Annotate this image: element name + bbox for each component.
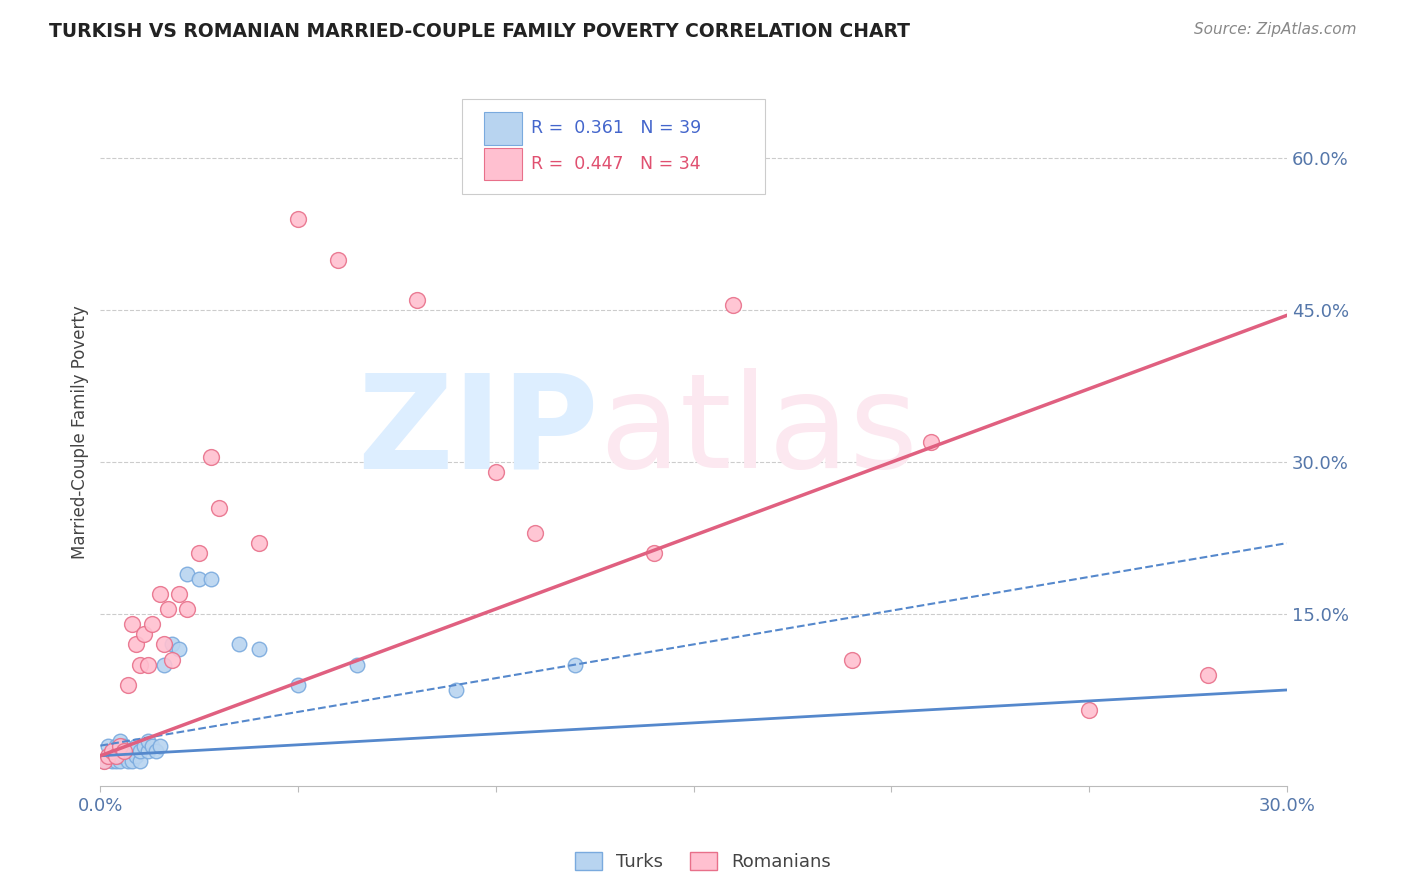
Point	[287, 212, 309, 227]
Text: ZIP: ZIP	[357, 368, 599, 495]
Point	[108, 733, 131, 747]
Point	[97, 739, 120, 753]
Point	[97, 748, 120, 763]
Point	[108, 739, 131, 753]
Point	[920, 434, 942, 449]
Point	[524, 526, 547, 541]
Point	[136, 657, 159, 672]
Point	[228, 637, 250, 651]
Point	[200, 572, 222, 586]
Point	[149, 739, 172, 753]
Point	[112, 744, 135, 758]
Point	[125, 748, 148, 763]
Point	[112, 739, 135, 753]
Point	[117, 754, 139, 768]
Point	[101, 744, 124, 758]
Point	[160, 652, 183, 666]
Point	[105, 754, 128, 768]
Point	[129, 754, 152, 768]
Point	[145, 744, 167, 758]
Point	[160, 637, 183, 651]
Point	[121, 744, 143, 758]
Point	[101, 744, 124, 758]
Point	[405, 293, 427, 308]
Text: R =  0.447   N = 34: R = 0.447 N = 34	[531, 155, 700, 173]
FancyBboxPatch shape	[484, 112, 522, 145]
Point	[117, 744, 139, 758]
Point	[93, 754, 115, 768]
Point	[141, 617, 163, 632]
Point	[125, 739, 148, 753]
Point	[125, 637, 148, 651]
Point	[346, 657, 368, 672]
Point	[101, 754, 124, 768]
Point	[287, 678, 309, 692]
Point	[1078, 703, 1101, 717]
Point	[485, 465, 508, 479]
Point	[132, 739, 155, 753]
Point	[152, 637, 174, 651]
Point	[326, 252, 349, 267]
Text: atlas: atlas	[599, 368, 918, 495]
Point	[169, 587, 191, 601]
Point	[188, 572, 211, 586]
Point	[564, 657, 586, 672]
Point	[200, 450, 222, 464]
Point	[136, 733, 159, 747]
Legend: Turks, Romanians: Turks, Romanians	[568, 845, 838, 879]
Point	[108, 754, 131, 768]
Point	[446, 683, 468, 698]
Point	[1197, 667, 1219, 681]
Point	[129, 657, 152, 672]
Text: Source: ZipAtlas.com: Source: ZipAtlas.com	[1194, 22, 1357, 37]
Point	[132, 627, 155, 641]
Point	[721, 298, 744, 312]
Point	[105, 748, 128, 763]
Point	[176, 602, 198, 616]
Point	[169, 642, 191, 657]
Point	[97, 748, 120, 763]
Point	[176, 566, 198, 581]
Point	[643, 546, 665, 560]
Point	[129, 744, 152, 758]
Point	[105, 739, 128, 753]
Point	[141, 739, 163, 753]
Text: R =  0.361   N = 39: R = 0.361 N = 39	[531, 120, 702, 137]
Text: TURKISH VS ROMANIAN MARRIED-COUPLE FAMILY POVERTY CORRELATION CHART: TURKISH VS ROMANIAN MARRIED-COUPLE FAMIL…	[49, 22, 910, 41]
Point	[112, 748, 135, 763]
Point	[101, 748, 124, 763]
Point	[841, 652, 863, 666]
Point	[156, 602, 179, 616]
Point	[121, 617, 143, 632]
FancyBboxPatch shape	[484, 147, 522, 180]
Point	[247, 642, 270, 657]
Point	[117, 678, 139, 692]
Point	[152, 657, 174, 672]
FancyBboxPatch shape	[463, 99, 765, 194]
Point	[108, 748, 131, 763]
Point	[93, 754, 115, 768]
Point	[208, 500, 231, 515]
Point	[121, 754, 143, 768]
Y-axis label: Married-Couple Family Poverty: Married-Couple Family Poverty	[72, 305, 89, 558]
Point	[188, 546, 211, 560]
Point	[136, 744, 159, 758]
Point	[149, 587, 172, 601]
Point	[247, 536, 270, 550]
